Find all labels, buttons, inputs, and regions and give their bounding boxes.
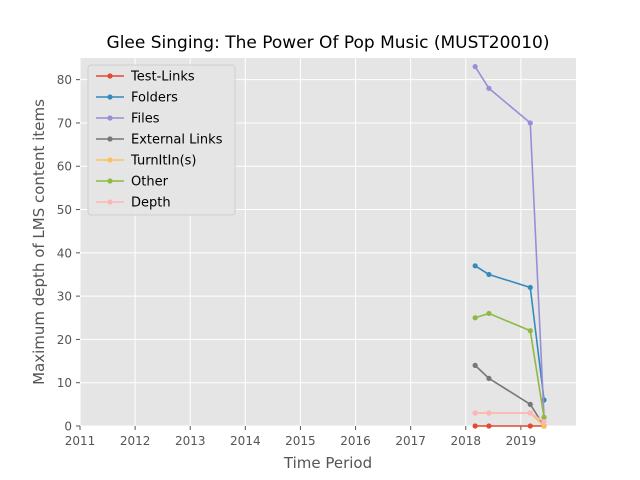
legend-label: Folders (131, 91, 178, 106)
series-line (475, 412, 545, 423)
x-tick-label: 2012 (120, 434, 151, 448)
y-tick-label: 20 (57, 333, 72, 347)
legend: Test-Links Folders Files External Links Turn… (87, 64, 236, 216)
legend-marker (107, 157, 113, 163)
series-layer (472, 64, 547, 429)
legend-marker (107, 178, 113, 184)
series-line (474, 66, 545, 418)
data-point (527, 120, 533, 126)
y-axis-label: Maximum depth of LMS content items (30, 99, 48, 385)
x-tick-label: 2019 (506, 434, 537, 448)
series-line (474, 364, 545, 427)
data-point (486, 85, 492, 91)
data-point (472, 64, 478, 70)
y-tick-label: 40 (57, 246, 72, 260)
data-point (541, 419, 547, 425)
data-point (527, 328, 533, 334)
legend-label: TurnItIn(s) (130, 154, 196, 169)
data-point (527, 401, 533, 407)
legend-entry: TurnItIn(s) (96, 154, 196, 169)
legend-entry: Test-Links (96, 70, 195, 85)
series-line (474, 265, 545, 401)
data-point (486, 375, 492, 381)
x-tick-label: 2011 (65, 434, 96, 448)
legend-label: Other (131, 175, 169, 190)
legend-box (87, 64, 236, 216)
x-axis-label: Time Period (283, 454, 372, 472)
legend-entry: Folders (96, 91, 178, 106)
series-6 (472, 410, 547, 425)
data-point (472, 423, 478, 429)
data-point (527, 410, 533, 416)
data-point (486, 310, 492, 317)
data-point (527, 423, 533, 429)
data-point (527, 284, 533, 291)
x-tick-label: 2017 (395, 434, 426, 448)
data-point (541, 423, 547, 429)
y-tick-label: 30 (57, 290, 72, 304)
legend-marker (107, 73, 113, 79)
y-tick-label: 60 (57, 160, 72, 174)
series-line (474, 312, 545, 418)
series-5 (472, 310, 547, 420)
data-point (486, 410, 492, 416)
y-tick-label: 50 (57, 203, 72, 217)
legend-entry: External Links (96, 133, 223, 148)
y-tick-label: 0 (64, 420, 72, 434)
legend-label: External Links (131, 133, 223, 148)
legend-entry: Files (96, 112, 160, 127)
x-tick-label: 2014 (230, 434, 261, 448)
x-tick-label: 2015 (285, 434, 316, 448)
legend-marker (107, 199, 113, 205)
data-point (472, 410, 478, 416)
y-tick-label: 70 (57, 116, 72, 130)
legend-label: Depth (131, 196, 171, 211)
legend-entry: Depth (96, 196, 171, 211)
legend-marker (107, 115, 113, 121)
legend-entry: Other (96, 175, 169, 190)
legend-label: Test-Links (130, 70, 195, 85)
legend-marker (107, 136, 113, 142)
x-tick-label: 2018 (451, 434, 482, 448)
data-point (472, 263, 478, 269)
x-tick-label: 2013 (175, 434, 206, 448)
data-point (541, 414, 547, 420)
y-tick-label: 80 (57, 73, 72, 87)
data-point (486, 271, 492, 278)
x-axis-ticks: 2011 2012 2013 2014 2015 2016 2017 2018 2019 (65, 426, 536, 448)
legend-label: Files (131, 112, 160, 127)
data-point (472, 362, 478, 368)
chart-title: Glee Singing: The Power Of Pop Music (MU… (107, 33, 550, 53)
y-axis-ticks: 0 10 20 30 40 50 60 70 80 (57, 73, 80, 434)
data-point (486, 423, 492, 429)
x-tick-label: 2016 (340, 434, 371, 448)
legend-marker (107, 94, 113, 100)
data-point (472, 315, 478, 321)
y-tick-label: 10 (57, 376, 72, 390)
